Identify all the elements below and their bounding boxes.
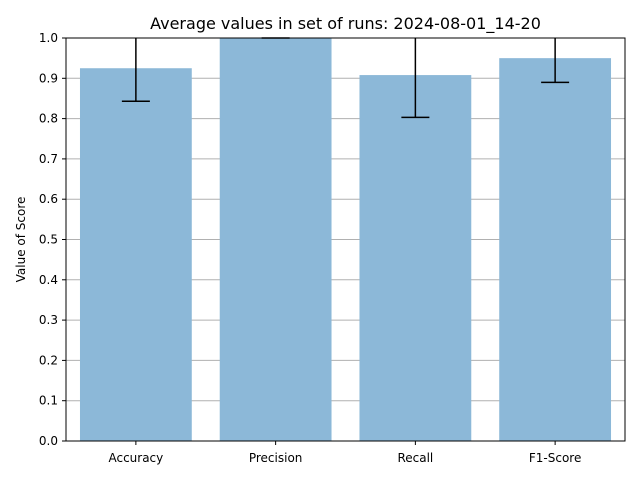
y-tick-label: 0.1 — [39, 394, 58, 408]
y-tick-label: 0.7 — [39, 152, 58, 166]
bar — [79, 68, 192, 441]
x-axis: Accuracy Precision Recall F1-Score — [108, 441, 581, 465]
x-tick-label: F1-Score — [529, 451, 581, 465]
y-tick-label: 0.9 — [39, 71, 58, 85]
x-tick-label: Accuracy — [108, 451, 163, 465]
y-axis: 0.0 0.1 0.2 0.3 0.4 0.5 0.6 0.7 0.8 0.9 1.0 — [39, 31, 66, 448]
bar — [499, 58, 612, 442]
x-tick-label: Recall — [397, 451, 433, 465]
y-tick-label: 0.0 — [39, 434, 58, 448]
y-axis-label: Value of Score — [14, 197, 28, 283]
y-tick-label: 0.3 — [39, 313, 58, 327]
y-tick-label: 0.5 — [39, 233, 58, 247]
bar — [359, 75, 472, 442]
x-tick-label: Precision — [249, 451, 303, 465]
y-tick-label: 0.2 — [39, 353, 58, 367]
chart-title: Average values in set of runs: 2024-08-0… — [150, 14, 541, 34]
error-bar-layer — [121, 37, 570, 119]
bar — [219, 38, 332, 441]
y-tick-label: 0.8 — [39, 112, 58, 126]
y-tick-label: 1.0 — [39, 31, 58, 45]
bar-layer — [79, 38, 612, 442]
y-tick-label: 0.4 — [39, 273, 58, 287]
y-tick-label: 0.6 — [39, 192, 58, 206]
